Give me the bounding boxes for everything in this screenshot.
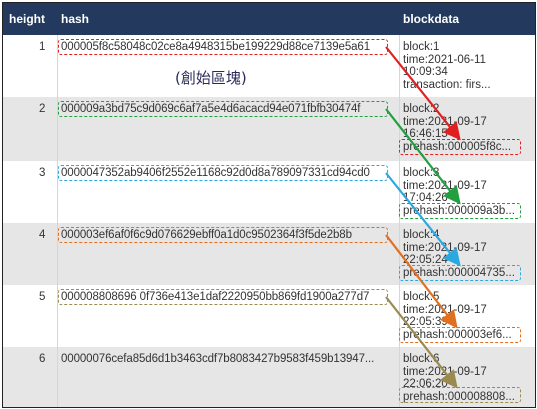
hash-highlight-block2 xyxy=(58,101,388,117)
link-arrow-4-to-5 xyxy=(385,234,458,329)
cell-height: 2 xyxy=(39,103,46,115)
link-arrow-5-to-6 xyxy=(385,296,458,389)
cell-hash: 00000076cefa85d6d1b3463cdf7b8083427b9583… xyxy=(61,353,375,365)
blockdata-line: block:2 xyxy=(403,103,440,115)
blockdata-line: transaction: firs... xyxy=(403,78,491,91)
cell-blockdata: block:4 time:2021-09-17 22:05:24 prehash… xyxy=(403,229,515,279)
table-row[interactable]: 2 000009a3bd75c9d069c6af7a5e4d6acacd94e0… xyxy=(3,97,535,161)
hash-highlight-block1 xyxy=(58,39,388,55)
column-header-height[interactable]: height xyxy=(9,12,45,26)
cell-height: 3 xyxy=(39,167,46,179)
column-header-blockdata[interactable]: blockdata xyxy=(403,12,460,26)
blockdata-line: prehash:000003ef6... xyxy=(403,328,512,341)
cell-hash: 0000047352ab9406f2552e1168c92d0d8a789097… xyxy=(61,167,370,179)
cell-hash: 000003ef6af0f6c9d076629ebff0a1d0c9502364… xyxy=(61,229,352,241)
blockdata-line: block:4 xyxy=(403,229,440,241)
blockdata-line: prehash:000005f8c... xyxy=(403,140,512,153)
link-arrow-3-to-4 xyxy=(385,172,461,267)
blockdata-line: 22:05:24 xyxy=(403,254,448,266)
cell-height: 6 xyxy=(39,353,46,365)
blockdata-line: prehash:000004735... xyxy=(403,266,515,279)
hash-highlight-block4 xyxy=(58,227,388,243)
cell-height: 5 xyxy=(39,291,46,303)
blockdata-line: block:6 xyxy=(403,353,440,365)
blockdata-line: 22:05:39 xyxy=(403,316,448,328)
link-arrow-2-to-3 xyxy=(385,108,461,205)
cell-height: 4 xyxy=(39,229,46,241)
column-divider xyxy=(399,35,400,407)
cell-hash: 000009a3bd75c9d069c6af7a5e4d6acacd94e071… xyxy=(61,103,361,115)
prehash-highlight-block6 xyxy=(399,387,521,403)
cell-blockdata: block:1 time:2021-06-11 10:09:34 transac… xyxy=(403,41,491,91)
blockdata-line: prehash:000008808... xyxy=(403,390,515,403)
blockdata-line: prehash:000009a3b... xyxy=(403,204,515,217)
genesis-block-label: (創始區塊) xyxy=(175,69,247,87)
column-divider xyxy=(57,35,58,407)
link-arrow-1-to-2 xyxy=(385,46,461,141)
cell-hash: 000008808696 0f736e413e1daf2220950bb869f… xyxy=(61,291,370,303)
cell-hash: 000005f8c58048c02ce8a4948315be199229d88c… xyxy=(61,41,371,53)
prehash-highlight-block5 xyxy=(399,327,521,343)
column-header-hash[interactable]: hash xyxy=(61,12,90,26)
blockdata-line: block:1 xyxy=(403,41,440,53)
hash-highlight-block3 xyxy=(58,165,388,181)
cell-blockdata: block:3 time:2021-09-17 17:04:26 prehash… xyxy=(403,167,515,217)
blockdata-line: block:3 xyxy=(403,167,440,179)
blockdata-line: time:2021-06-11 xyxy=(403,53,486,66)
blockdata-line: 16:46:15 xyxy=(403,128,448,140)
cell-height: 1 xyxy=(39,41,46,53)
hash-highlight-block5 xyxy=(58,289,388,305)
hash-link-arrows xyxy=(385,46,461,389)
blockdata-line: 17:04:26 xyxy=(403,192,448,204)
table-header: height hash blockdata xyxy=(3,3,535,35)
table-row[interactable]: 1 000005f8c58048c02ce8a4948315be199229d8… xyxy=(3,35,535,97)
blockdata-line: 10:09:34 xyxy=(403,66,448,78)
